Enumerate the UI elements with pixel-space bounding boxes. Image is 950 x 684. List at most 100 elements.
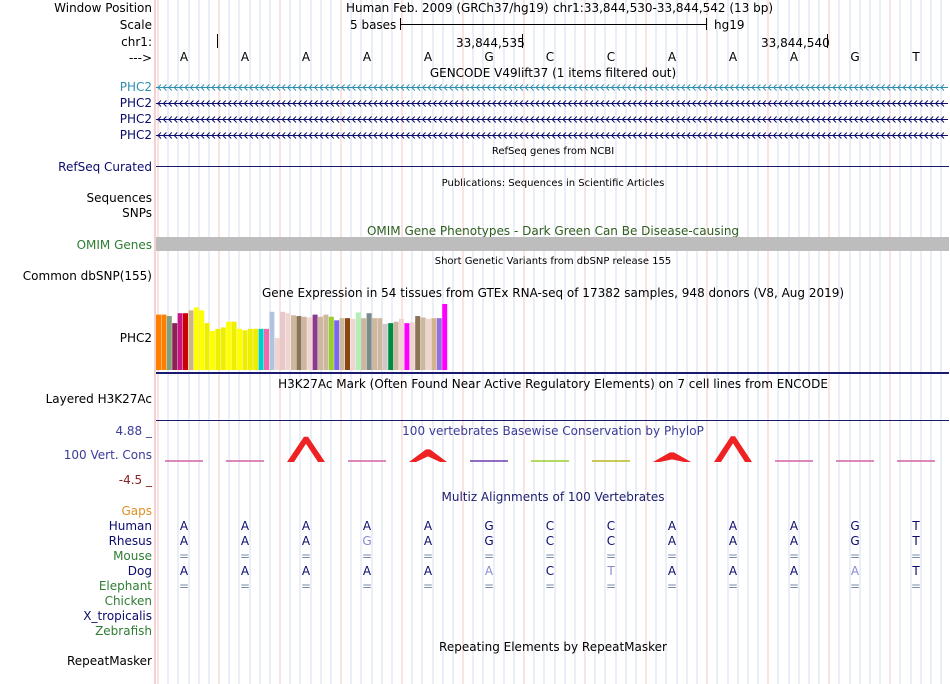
gencode-transcript-4[interactable] — [156, 129, 948, 142]
strand-chevron — [481, 100, 486, 107]
gtex-label[interactable]: PHC2 — [119, 331, 152, 345]
multiz-base: A — [423, 564, 433, 578]
h3k27ac-label[interactable]: Layered H3K27Ac — [45, 392, 152, 406]
gencode-transcript-3[interactable] — [156, 113, 948, 126]
strand-chevron — [859, 84, 864, 91]
strand-chevron — [546, 84, 551, 91]
dbsnp-label[interactable]: Common dbSNP(155) — [22, 269, 152, 283]
refseq-label[interactable]: RefSeq Curated — [58, 160, 152, 174]
dbsnp-title[interactable]: Short Genetic Variants from dbSNP releas… — [434, 256, 672, 267]
omim-label[interactable]: OMIM Genes — [76, 238, 152, 252]
strand-chevron — [843, 116, 848, 123]
strand-chevron — [594, 132, 599, 139]
position-text[interactable]: chr1:33,844,530-33,844,542 (13 bp) — [553, 1, 774, 15]
strand-chevron — [794, 100, 799, 107]
strand-chevron — [211, 132, 216, 139]
strand-chevron — [934, 132, 939, 139]
strand-chevron — [594, 116, 599, 123]
multiz-base: = — [910, 579, 922, 593]
omim-title[interactable]: OMIM Gene Phenotypes - Dark Green Can Be… — [366, 224, 740, 238]
phylop-title[interactable]: 100 vertebrates Basewise Conservation by… — [402, 424, 704, 438]
strand-chevron — [319, 132, 324, 139]
strand-chevron — [902, 132, 907, 139]
strand-chevron — [778, 132, 783, 139]
phylop-peak — [409, 449, 447, 462]
multiz-species-label[interactable]: Rhesus — [108, 534, 152, 548]
coord-tick-2 — [827, 34, 828, 48]
gtex-tissue-bar — [318, 316, 323, 370]
multiz-base: A — [240, 534, 250, 548]
repeatmasker-label[interactable]: RepeatMasker — [66, 654, 152, 668]
multiz-gaps-label[interactable]: Gaps — [121, 504, 152, 518]
multiz-base: = — [178, 549, 190, 563]
multiz-title[interactable]: Multiz Alignments of 100 Vertebrates — [441, 490, 665, 504]
strand-chevron — [848, 132, 853, 139]
strand-chevron — [286, 100, 291, 107]
strand-chevron — [826, 132, 831, 139]
strand-chevron — [319, 84, 324, 91]
strand-chevron — [783, 116, 788, 123]
gencode-gene-label-4[interactable]: PHC2 — [119, 128, 152, 142]
strand-chevron — [486, 116, 491, 123]
gencode-gene-label-2[interactable]: PHC2 — [119, 96, 152, 110]
strand-chevron — [724, 132, 729, 139]
strand-chevron — [551, 84, 556, 91]
gtex-title[interactable]: Gene Expression in 54 tissues from GTEx … — [261, 286, 845, 300]
strand-chevron — [843, 132, 848, 139]
multiz-species-label[interactable]: Mouse — [113, 549, 152, 563]
multiz-base: C — [545, 564, 555, 578]
gencode-transcript-1[interactable] — [156, 81, 948, 94]
strand-chevron — [513, 116, 518, 123]
strand-chevron — [772, 132, 777, 139]
multiz-base: = — [483, 579, 495, 593]
strand-chevron — [373, 132, 378, 139]
gencode-gene-label-1[interactable]: PHC2 — [119, 80, 152, 94]
gencode-title[interactable]: GENCODE V49lift37 (1 items filtered out) — [429, 66, 677, 80]
refseq-title[interactable]: RefSeq genes from NCBI — [491, 146, 615, 157]
omim-gene-bar[interactable] — [156, 237, 949, 251]
strand-chevron — [454, 84, 459, 91]
gencode-gene-label-3[interactable]: PHC2 — [119, 112, 152, 126]
phylop-label[interactable]: 100 Vert. Cons — [63, 448, 152, 462]
gencode-transcript-2[interactable] — [156, 97, 948, 110]
strand-chevron — [875, 116, 880, 123]
multiz-species-label[interactable]: Chicken — [104, 594, 152, 608]
strand-chevron — [308, 84, 313, 91]
strand-chevron — [913, 116, 918, 123]
repeatmasker-title[interactable]: Repeating Elements by RepeatMasker — [439, 640, 667, 654]
strand-chevron — [195, 100, 200, 107]
multiz-species-label[interactable]: Zebrafish — [95, 624, 152, 638]
h3k27ac-title[interactable]: H3K27Ac Mark (Often Found Near Active Re… — [278, 377, 828, 391]
strand-chevron — [594, 84, 599, 91]
strand-chevron — [772, 100, 777, 107]
strand-chevron — [718, 132, 723, 139]
publications-label-sequences[interactable]: Sequences — [86, 191, 152, 205]
multiz-species-label[interactable]: Elephant — [98, 579, 152, 593]
gtex-tissue-bar — [431, 318, 437, 370]
publications-title[interactable]: Publications: Sequences in Scientific Ar… — [441, 178, 665, 189]
multiz-species-label[interactable]: X_tropicalis — [83, 609, 152, 623]
strand-chevron — [405, 84, 410, 91]
strand-chevron — [270, 116, 275, 123]
gtex-tissue-bar — [161, 314, 167, 370]
strand-chevron — [578, 100, 583, 107]
strand-chevron — [508, 132, 513, 139]
refseq-gene-line[interactable] — [156, 166, 949, 167]
multiz-base: = — [727, 549, 739, 563]
multiz-base: = — [422, 579, 434, 593]
multiz-species-label[interactable]: Dog — [127, 564, 152, 578]
strand-chevron — [762, 100, 767, 107]
gtex-bar-chart[interactable] — [156, 299, 550, 371]
gtex-tissue-bar — [426, 318, 431, 370]
phylop-plot[interactable] — [156, 430, 950, 480]
publications-label-snps[interactable]: SNPs — [122, 206, 152, 220]
strand-chevron — [853, 116, 858, 123]
strand-chevron — [524, 100, 529, 107]
reference-base: G — [484, 50, 494, 64]
strand-chevron — [859, 116, 864, 123]
multiz-species-label[interactable]: Human — [108, 519, 152, 533]
multiz-base: A — [728, 564, 738, 578]
gtex-tissue-bar — [372, 318, 377, 370]
strand-chevron — [243, 100, 248, 107]
